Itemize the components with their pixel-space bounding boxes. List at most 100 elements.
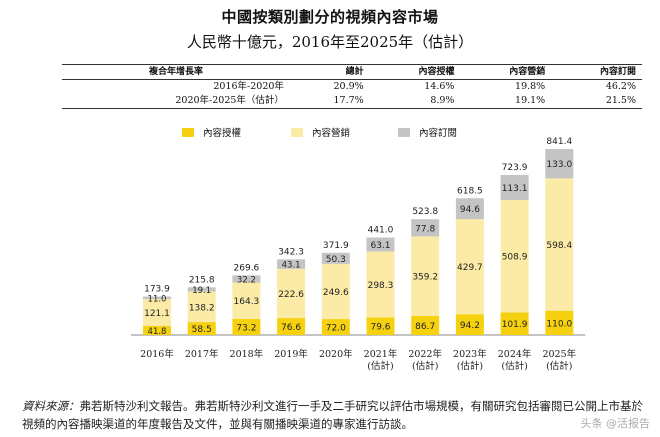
watermark: 头条 @活报告 — [580, 417, 651, 430]
legend-swatch-subscription — [398, 127, 410, 137]
bar-value-label: 94.2 — [460, 321, 480, 331]
x-tick-label: (估計) — [367, 360, 393, 372]
bar-segment — [366, 251, 395, 318]
cagr-cell: 46.2% — [605, 81, 636, 92]
bar-value-label: 113.1 — [502, 184, 528, 194]
bar-segment — [411, 236, 440, 316]
table-row: 2020年-2025年（估計） 17.7% 8.9% 19.1% 21.5% — [62, 94, 642, 109]
bar-segment — [321, 252, 350, 264]
x-tick-label: 2022年 — [408, 348, 442, 360]
table-row: 2016年-2020年 20.9% 14.6% 19.8% 46.2% — [62, 80, 642, 95]
legend-label: 內容營銷 — [312, 128, 351, 139]
cagr-cell: 8.9% — [369, 94, 461, 109]
bar-segment — [455, 314, 484, 335]
cagr-cell: 19.1% — [460, 94, 552, 109]
bar-value-label: 77.8 — [415, 224, 435, 234]
bar-segment — [143, 325, 171, 335]
bar-value-label: 429.7 — [457, 263, 483, 273]
legend-swatch-licensing — [182, 127, 194, 137]
x-tick-label: 2016年 — [140, 348, 174, 360]
cagr-cell: 19.8% — [515, 81, 546, 92]
source-lead: 資料來源： — [22, 399, 80, 413]
x-tick-label: 2017年 — [185, 348, 219, 360]
bar-value-label: 133.0 — [546, 160, 572, 170]
chart-title: 中國按類別劃分的視頻內容市場 — [221, 8, 439, 26]
cagr-cell: 14.6% — [424, 81, 455, 92]
bar-value-label: 11.0 — [148, 294, 167, 304]
legend-item-subscription: 內容訂閱 — [398, 125, 457, 139]
bar-total-label: 215.8 — [189, 275, 215, 285]
cagr-period-label: 2016年-2020年 — [213, 81, 284, 92]
bar-segment — [545, 149, 574, 179]
bar-segment — [232, 318, 261, 335]
bar-value-label: 41.8 — [148, 327, 167, 337]
bar-value-label: 101.9 — [502, 320, 528, 330]
legend-label: 內容授權 — [203, 128, 242, 139]
bar-value-label: 598.4 — [546, 241, 572, 251]
cagr-cell: 17.7% — [289, 94, 370, 109]
x-tick-label: 2023年 — [453, 348, 487, 360]
bar-total-label: 723.9 — [502, 163, 528, 173]
bar-segment — [321, 319, 350, 335]
bar-value-label: 50.3 — [326, 255, 346, 265]
bar-value-label: 76.6 — [281, 323, 301, 333]
bar-segment — [366, 317, 395, 335]
bar-segment — [500, 174, 529, 200]
cagr-table: 複合年增長率 總計 內容授權 內容營銷 內容訂閱 2016年-2020年 20.… — [62, 64, 642, 109]
x-tick-label: (估計) — [457, 360, 483, 372]
bar-value-label: 73.2 — [236, 323, 256, 333]
bar-total-label: 441.0 — [368, 226, 394, 236]
bar-segment — [277, 318, 306, 335]
bar-segment — [455, 198, 484, 220]
bar-value-label: 79.6 — [370, 323, 390, 333]
bar-total-label: 618.5 — [457, 186, 483, 196]
bar-value-label: 164.3 — [234, 297, 260, 307]
legend-item-marketing: 內容營銷 — [291, 125, 350, 139]
cagr-period-label: 2020年-2025年（估計） — [62, 94, 290, 109]
source-text: 弗若斯特沙利文報告。弗若斯特沙利文進行一手及二手研究以評估市場規模，有關研究包括… — [22, 399, 643, 431]
chart-subtitle: 人民幣十億元，2016年至2025年（估計） — [186, 33, 474, 51]
cagr-header-marketing: 內容營銷 — [460, 64, 552, 80]
bar-segment — [500, 312, 529, 335]
cagr-header-total: 總計 — [289, 64, 370, 80]
x-tick-label: 2020年 — [319, 348, 353, 360]
x-tick-label: (估計) — [546, 360, 572, 372]
bar-total-label: 371.9 — [323, 241, 349, 251]
bar-value-label: 249.6 — [323, 288, 349, 298]
bar-value-label: 58.5 — [192, 325, 212, 335]
legend-item-licensing: 內容授權 — [182, 125, 241, 139]
bar-value-label: 94.6 — [460, 205, 480, 215]
x-tick-label: 2019年 — [274, 348, 308, 360]
bar-value-label: 359.2 — [412, 273, 438, 283]
x-tick-label: 2021年 — [364, 348, 398, 360]
source-note: 資料來源：弗若斯特沙利文報告。弗若斯特沙利文進行一手及二手研究以評估市場規模，有… — [22, 397, 652, 433]
bar-segment — [232, 275, 261, 283]
bar-total-label: 841.4 — [546, 137, 572, 147]
x-tick-label: (估計) — [501, 360, 527, 372]
bar-segment — [187, 291, 216, 323]
bar-segment — [277, 268, 306, 319]
bar-segment — [366, 237, 395, 252]
cagr-header-subscription: 內容訂閱 — [551, 64, 642, 80]
cagr-cell: 21.5% — [551, 94, 642, 109]
bar-segment — [277, 259, 306, 269]
cagr-header-label: 複合年增長率 — [62, 64, 290, 80]
bar-total-label: 173.9 — [144, 285, 170, 295]
bar-value-label: 222.6 — [278, 290, 304, 300]
bar-value-label: 110.0 — [546, 319, 572, 329]
bar-value-label: 298.3 — [368, 281, 394, 291]
bar-segment — [545, 310, 574, 335]
bar-value-label: 32.2 — [237, 275, 256, 285]
bar-segment — [545, 178, 574, 311]
cagr-header-row: 複合年增長率 總計 內容授權 內容營銷 內容訂閱 — [62, 64, 642, 80]
x-tick-label: (估計) — [412, 360, 438, 372]
legend-label: 內容訂閱 — [419, 128, 458, 139]
bar-segment — [143, 296, 171, 299]
bar-segment — [411, 315, 440, 335]
bar-value-label: 19.1 — [192, 286, 211, 296]
bar-value-label: 63.1 — [370, 241, 390, 251]
bar-segment — [411, 219, 440, 237]
bar-value-label: 72.0 — [326, 324, 346, 334]
x-tick-label: 2024年 — [498, 348, 532, 360]
